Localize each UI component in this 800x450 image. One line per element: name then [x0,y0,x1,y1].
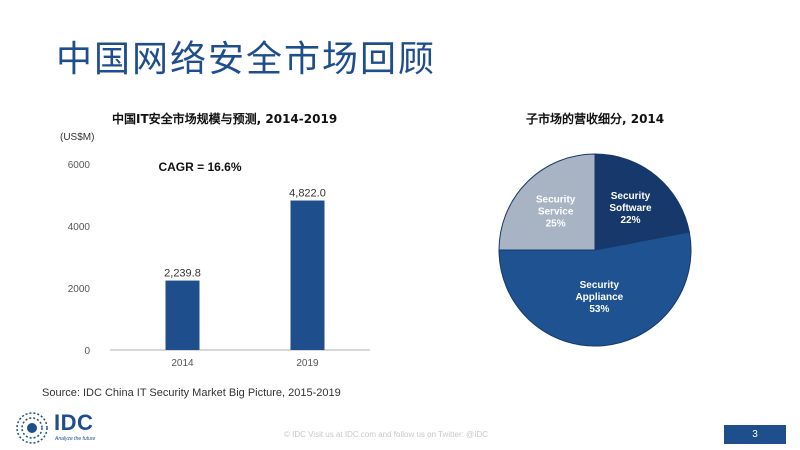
y-tick-label: 0 [84,346,90,357]
pie-slice-label: Security [536,195,576,206]
slide-title: 中国网络安全市场回顾 [56,39,437,80]
x-tick-label: 2019 [296,358,319,369]
pie-slice-label: Appliance [575,292,623,303]
source-note: Source: IDC China IT Security Market Big… [42,387,341,399]
pie-slice-security-service [498,153,596,251]
y-tick-label: 4000 [68,222,91,233]
pie-slice-value-label: 25% [546,219,566,230]
logo-text: IDC [54,410,94,435]
pie-slice-label: Security [580,280,620,291]
y-axis-label: (US$M) [60,132,94,143]
y-tick-label: 2000 [68,284,91,295]
bar-chart: (US$M) 0 2000 4000 6000 2,239.8 2014 4,822.0 201… [60,132,370,369]
pie-slice-label: Security [611,191,651,202]
x-tick-label: 2014 [171,358,194,369]
bar-chart-title: 中国IT安全市场规模与预测, 2014-2019 [112,112,338,126]
footer-text: © IDC Visit us at IDC.com and follow us … [284,430,489,439]
pie-slice-value-label: 53% [589,304,609,315]
bar-value-label: 4,822.0 [289,188,326,200]
pie-slice-label: Software [609,203,652,214]
pie-slice-security-appliance [498,231,692,347]
idc-logo: IDC Analyze the future [14,410,124,446]
pie-chart-title: 子市场的营收细分, 2014 [526,112,665,126]
page-number: 3 [724,425,786,444]
pie-chart: SecuritySoftware22%SecurityAppliance53%S… [498,153,692,347]
logo-tagline: Analyze the future [55,436,96,442]
bar-2014 [165,280,200,350]
pie-slice-security-software [594,153,690,251]
y-tick-label: 6000 [68,160,91,171]
cagr-annotation: CAGR = 16.6% [158,160,241,174]
pie-slice-label: Service [538,207,574,218]
globe-icon [16,412,48,444]
bar-value-label: 2,239.8 [164,268,201,280]
pie-slice-value-label: 22% [620,215,640,226]
bar-2019 [290,200,325,350]
